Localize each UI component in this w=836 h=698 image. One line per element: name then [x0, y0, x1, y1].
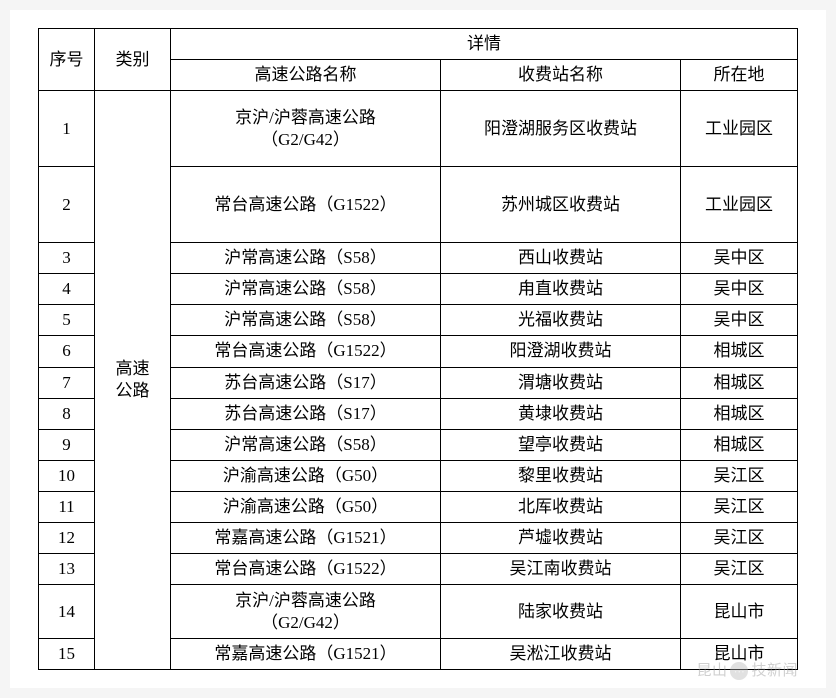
cell-station: 北厍收费站 [441, 491, 681, 522]
page-container: 序号 类别 详情 高速公路名称 收费站名称 所在地 1高速公路京沪/沪蓉高速公路… [10, 10, 826, 688]
cell-location: 相城区 [681, 336, 798, 367]
cell-station: 黎里收费站 [441, 460, 681, 491]
cell-road: 苏台高速公路（S17） [171, 398, 441, 429]
table-row: 1高速公路京沪/沪蓉高速公路（G2/G42）阳澄湖服务区收费站工业园区 [39, 91, 798, 167]
cell-road: 京沪/沪蓉高速公路（G2/G42） [171, 585, 441, 639]
cell-location: 吴江区 [681, 460, 798, 491]
expressway-table: 序号 类别 详情 高速公路名称 收费站名称 所在地 1高速公路京沪/沪蓉高速公路… [38, 28, 798, 670]
cell-location: 吴中区 [681, 274, 798, 305]
cell-station: 陆家收费站 [441, 585, 681, 639]
cell-station: 望亭收费站 [441, 429, 681, 460]
cell-seq: 1 [39, 91, 95, 167]
cell-station: 渭塘收费站 [441, 367, 681, 398]
cell-location: 吴江区 [681, 491, 798, 522]
cell-seq: 4 [39, 274, 95, 305]
cell-road: 沪渝高速公路（G50） [171, 491, 441, 522]
cell-location: 吴江区 [681, 554, 798, 585]
header-location: 所在地 [681, 60, 798, 91]
cell-road: 沪常高速公路（S58） [171, 243, 441, 274]
cell-category: 高速公路 [95, 91, 171, 670]
cell-road: 常台高速公路（G1522） [171, 554, 441, 585]
header-road-name: 高速公路名称 [171, 60, 441, 91]
cell-station: 吴淞江收费站 [441, 639, 681, 670]
header-details: 详情 [171, 29, 798, 60]
cell-seq: 10 [39, 460, 95, 491]
cell-location: 吴江区 [681, 523, 798, 554]
cell-seq: 12 [39, 523, 95, 554]
cell-station: 芦墟收费站 [441, 523, 681, 554]
cell-station: 黄埭收费站 [441, 398, 681, 429]
cell-location: 相城区 [681, 429, 798, 460]
cell-station: 阳澄湖服务区收费站 [441, 91, 681, 167]
cell-road: 常嘉高速公路（G1521） [171, 639, 441, 670]
cell-station: 阳澄湖收费站 [441, 336, 681, 367]
cell-seq: 7 [39, 367, 95, 398]
cell-station: 西山收费站 [441, 243, 681, 274]
cell-location: 相城区 [681, 367, 798, 398]
cell-location: 昆山市 [681, 639, 798, 670]
table-body: 1高速公路京沪/沪蓉高速公路（G2/G42）阳澄湖服务区收费站工业园区2常台高速… [39, 91, 798, 670]
cell-road: 苏台高速公路（S17） [171, 367, 441, 398]
header-seq: 序号 [39, 29, 95, 91]
header-station-name: 收费站名称 [441, 60, 681, 91]
cell-seq: 3 [39, 243, 95, 274]
table-header: 序号 类别 详情 高速公路名称 收费站名称 所在地 [39, 29, 798, 91]
cell-station: 光福收费站 [441, 305, 681, 336]
cell-road: 沪常高速公路（S58） [171, 305, 441, 336]
cell-station: 吴江南收费站 [441, 554, 681, 585]
cell-seq: 14 [39, 585, 95, 639]
cell-station: 苏州城区收费站 [441, 167, 681, 243]
header-category: 类别 [95, 29, 171, 91]
cell-seq: 13 [39, 554, 95, 585]
cell-road: 沪渝高速公路（G50） [171, 460, 441, 491]
cell-seq: 2 [39, 167, 95, 243]
cell-location: 吴中区 [681, 243, 798, 274]
cell-road: 沪常高速公路（S58） [171, 429, 441, 460]
cell-road: 常嘉高速公路（G1521） [171, 523, 441, 554]
cell-seq: 6 [39, 336, 95, 367]
cell-seq: 11 [39, 491, 95, 522]
cell-seq: 8 [39, 398, 95, 429]
cell-location: 相城区 [681, 398, 798, 429]
cell-road: 常台高速公路（G1522） [171, 336, 441, 367]
cell-location: 工业园区 [681, 91, 798, 167]
cell-road: 沪常高速公路（S58） [171, 274, 441, 305]
cell-station: 甪直收费站 [441, 274, 681, 305]
cell-seq: 15 [39, 639, 95, 670]
cell-road: 常台高速公路（G1522） [171, 167, 441, 243]
cell-seq: 9 [39, 429, 95, 460]
cell-location: 工业园区 [681, 167, 798, 243]
cell-location: 吴中区 [681, 305, 798, 336]
cell-location: 昆山市 [681, 585, 798, 639]
cell-road: 京沪/沪蓉高速公路（G2/G42） [171, 91, 441, 167]
cell-seq: 5 [39, 305, 95, 336]
